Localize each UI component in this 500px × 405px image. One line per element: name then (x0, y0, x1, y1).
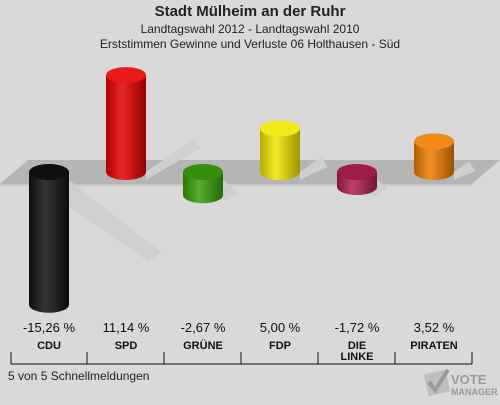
bar-fdp (260, 128, 300, 180)
bar-shadow (300, 156, 328, 180)
category-label: DIE (348, 340, 366, 352)
category-label: FDP (269, 340, 291, 352)
chart-title: Stadt Mülheim an der Ruhr (154, 3, 346, 20)
bar-cap (260, 120, 300, 137)
bar-cap (337, 164, 377, 180)
value-label: 11,14 % (103, 320, 150, 335)
bar-cap (183, 164, 223, 180)
bar-cdu (29, 172, 69, 313)
bar-spd (106, 75, 146, 180)
bar-shadow (454, 161, 476, 180)
value-label: 3,52 % (414, 320, 455, 335)
bar-shadow (146, 138, 201, 180)
value-label: -2,67 % (181, 320, 226, 335)
category-label: SPD (115, 340, 138, 352)
logo-subtext: MANAGER (451, 387, 498, 397)
checkmark-ballot-icon (423, 368, 451, 397)
bar-cap (414, 133, 454, 150)
footer-status: 5 von 5 Schnellmeldungen (8, 369, 150, 383)
category-label: CDU (37, 340, 61, 352)
bar-shadow (39, 180, 162, 262)
bar-gr-ne (183, 172, 223, 204)
chart-subtitle-2: Erststimmen Gewinne und Verluste 06 Holt… (99, 37, 401, 51)
category-label: LINKE (341, 351, 374, 363)
logo-text: VOTE (451, 372, 487, 387)
value-label: -15,26 % (23, 320, 75, 335)
chart-subtitle-1: Landtagswahl 2012 - Landtagswahl 2010 (140, 22, 360, 36)
bar-cap (106, 67, 146, 84)
vote-manager-logo: VOTE MANAGER (423, 364, 500, 400)
category-label: GRÜNE (183, 339, 223, 352)
bar-cap (29, 164, 69, 180)
category-label: PIRATEN (410, 340, 458, 352)
value-label: -1,72 % (335, 320, 380, 335)
value-label: 5,00 % (260, 320, 301, 335)
bar-piraten (414, 141, 454, 180)
